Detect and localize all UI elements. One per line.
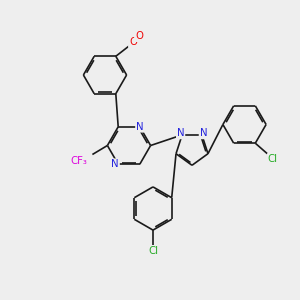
Text: CF₃: CF₃ [70,155,87,166]
Text: O: O [135,31,143,41]
Text: N: N [177,128,184,138]
Text: Cl: Cl [268,154,278,164]
Text: O: O [129,37,137,47]
Text: N: N [136,122,144,132]
Text: Cl: Cl [148,246,158,256]
Text: N: N [200,128,207,138]
Text: N: N [111,159,119,169]
